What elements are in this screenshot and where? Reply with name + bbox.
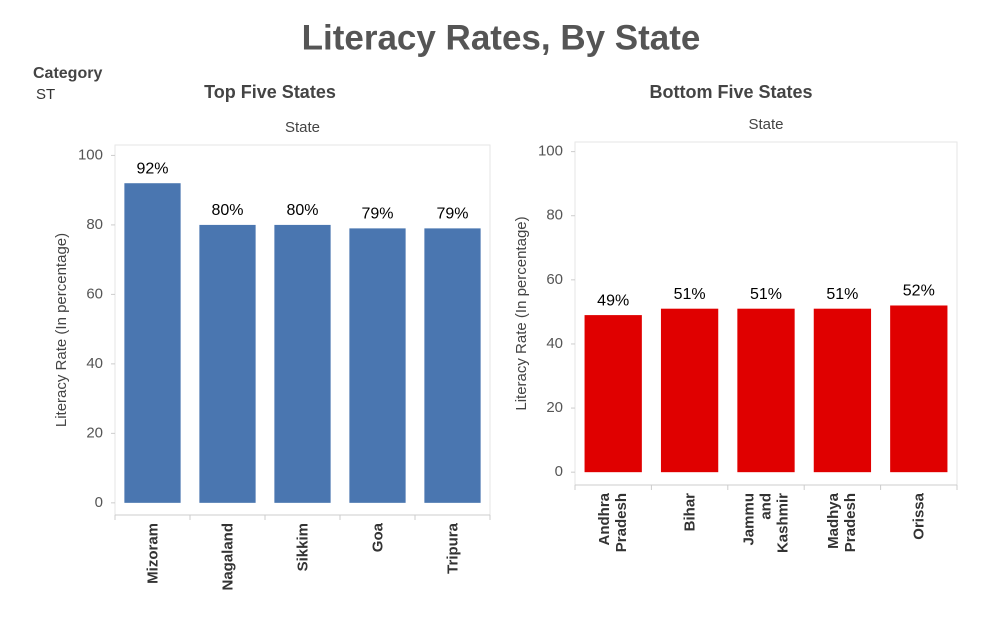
data-label: 79%	[361, 206, 393, 223]
x-tick-label: Jammu and Kashmir	[740, 493, 792, 554]
data-label: 79%	[436, 206, 468, 223]
y-tick-label: 40	[546, 335, 563, 352]
x-axis-label: State	[748, 116, 783, 133]
data-label: 92%	[136, 160, 168, 177]
dashboard-title: Literacy Rates, By State	[302, 18, 701, 57]
x-tick-label: Tripura	[444, 523, 461, 574]
x-tick-label: Mizoram	[144, 523, 161, 584]
y-axis-label: Literacy Rate (In percentage)	[53, 233, 70, 427]
y-tick-label: 20	[546, 399, 563, 416]
x-tick-label: Nagaland	[219, 523, 236, 591]
data-label: 49%	[597, 292, 629, 309]
y-tick-label: 100	[78, 146, 103, 163]
bar	[737, 308, 795, 473]
bar	[349, 228, 406, 503]
data-label: 80%	[286, 202, 318, 219]
y-tick-label: 20	[86, 424, 103, 441]
x-tick-label: Goa	[369, 523, 386, 553]
y-tick-label: 80	[546, 207, 563, 224]
y-tick-label: 60	[546, 271, 563, 288]
bar	[274, 224, 331, 503]
y-axis-label: Literacy Rate (In percentage)	[513, 216, 530, 410]
bar	[890, 305, 948, 473]
y-tick-label: 80	[86, 216, 103, 233]
data-label: 51%	[674, 286, 706, 303]
data-label: 51%	[826, 286, 858, 303]
bar	[424, 228, 481, 503]
bar	[584, 315, 642, 473]
y-tick-label: 100	[538, 143, 563, 160]
bar	[660, 308, 719, 473]
x-tick-label: Madhya Pradesh	[825, 493, 860, 553]
filter-value[interactable]: ST	[36, 86, 55, 103]
chart-title: Top Five States	[204, 82, 336, 102]
x-tick-label: Orissa	[910, 493, 928, 540]
filter-label: Category	[33, 65, 102, 82]
data-label: 51%	[750, 286, 782, 303]
data-label: 52%	[903, 283, 935, 300]
bar	[199, 224, 256, 503]
x-tick-label: Bihar	[681, 493, 699, 532]
bar	[813, 308, 872, 473]
bar	[124, 183, 181, 503]
x-tick-label: Sikkim	[294, 523, 311, 572]
y-tick-label: 0	[95, 494, 103, 511]
y-tick-label: 0	[555, 463, 563, 480]
x-axis-label: State	[285, 119, 320, 136]
y-tick-label: 40	[86, 355, 103, 372]
data-label: 80%	[211, 202, 243, 219]
chart-title: Bottom Five States	[649, 82, 812, 102]
y-tick-label: 60	[86, 285, 103, 302]
x-tick-label: Andhra Pradesh	[596, 493, 631, 553]
